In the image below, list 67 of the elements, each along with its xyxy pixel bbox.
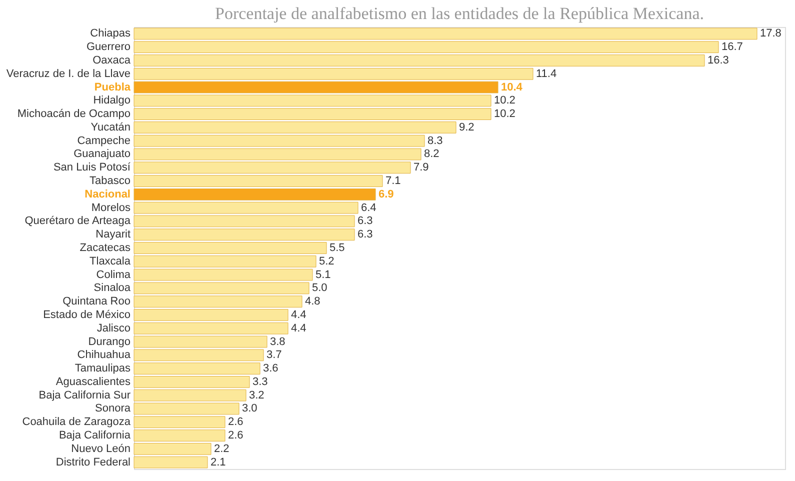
data-label: 4.4	[291, 308, 306, 321]
y-tick-label: Jalisco	[96, 322, 130, 334]
data-label: 10.2	[494, 94, 516, 107]
data-label: 3.3	[252, 376, 268, 388]
data-label: 16.7	[722, 41, 743, 54]
y-tick-label: Distrito Federal	[56, 456, 130, 468]
data-label: 2.2	[214, 442, 230, 455]
data-label: 16.3	[708, 54, 729, 66]
chart-title: Porcentaje de analfabetismo en las entidades de la República Mexicana.	[214, 4, 704, 23]
y-tick-label: Baja California	[58, 430, 132, 442]
y-tick-label: Veracruz de I. de la Llave	[6, 68, 130, 80]
data-label: 7.1	[386, 175, 401, 188]
data-label: 2.6	[228, 416, 244, 428]
data-label: 3.2	[249, 389, 264, 402]
data-label: 2.1	[210, 456, 226, 468]
data-label: 2.6	[228, 430, 244, 442]
data-label: 5.5	[330, 242, 345, 254]
data-label: 6.4	[361, 202, 376, 214]
y-tick-label: Chiapas	[90, 28, 131, 40]
y-tick-label: Nuevo León	[71, 442, 130, 455]
y-tick-label: Sonora	[95, 402, 132, 415]
y-tick-label: Yucatán	[90, 121, 130, 134]
y-tick-label: Sinaloa	[94, 282, 132, 294]
data-label: 6.9	[378, 188, 394, 200]
data-label: 5.2	[319, 255, 334, 268]
y-tick-label: Guerrero	[86, 41, 130, 54]
data-label: 6.3	[358, 215, 373, 228]
y-tick-label: Nacional	[84, 188, 130, 200]
y-tick-label: Coahuila de Zaragoza	[22, 416, 132, 428]
data-label: 10.2	[494, 108, 516, 120]
y-tick-label: Campeche	[77, 134, 130, 147]
data-label: 11.4	[536, 68, 557, 80]
y-tick-label: Zacatecas	[80, 242, 131, 254]
data-label: 7.9	[414, 162, 429, 174]
y-tick-label: Quintana Roo	[62, 296, 130, 308]
y-tick-label: Estado de México	[43, 308, 130, 321]
data-label: 6.3	[358, 228, 373, 241]
data-label: 4.4	[291, 322, 306, 334]
y-tick-label: Baja California Sur	[38, 389, 131, 402]
data-label: 4.8	[305, 296, 320, 308]
y-tick-label: Tabasco	[90, 175, 130, 188]
y-tick-label: Michoacán de Ocampo	[17, 108, 130, 120]
y-tick-label: Durango	[88, 336, 130, 348]
data-label: 5.1	[316, 268, 331, 281]
y-tick-label: San Luis Potosí	[53, 162, 132, 174]
y-tick-label: Guanajuato	[74, 148, 130, 160]
y-tick-label: Aguascalientes	[56, 376, 131, 388]
y-tick-label: Tamaulipas	[74, 362, 131, 375]
y-tick-label: Querétaro de Arteaga	[24, 215, 132, 228]
y-tick-label: Morelos	[91, 202, 131, 214]
data-label: 8.3	[428, 134, 443, 147]
y-tick-label: Tlaxcala	[90, 255, 132, 268]
y-tick-label: Hidalgo	[93, 94, 130, 107]
y-tick-label: Oaxaca	[92, 54, 132, 66]
y-tick-label: Chihuahua	[77, 349, 132, 362]
data-label: 3.6	[263, 362, 278, 375]
y-tick-label: Puebla	[94, 81, 132, 94]
data-label: 17.8	[760, 28, 782, 40]
data-label: 10.4	[501, 81, 524, 94]
data-label: 3.7	[266, 349, 282, 362]
data-label: 9.2	[459, 121, 474, 134]
y-tick-label: Nayarit	[96, 228, 130, 241]
y-tick-label: Colima	[96, 268, 132, 281]
data-label: 3.0	[242, 402, 258, 415]
data-label: 8.2	[424, 148, 440, 160]
data-label: 5.0	[312, 282, 328, 294]
data-label: 3.8	[270, 336, 286, 348]
